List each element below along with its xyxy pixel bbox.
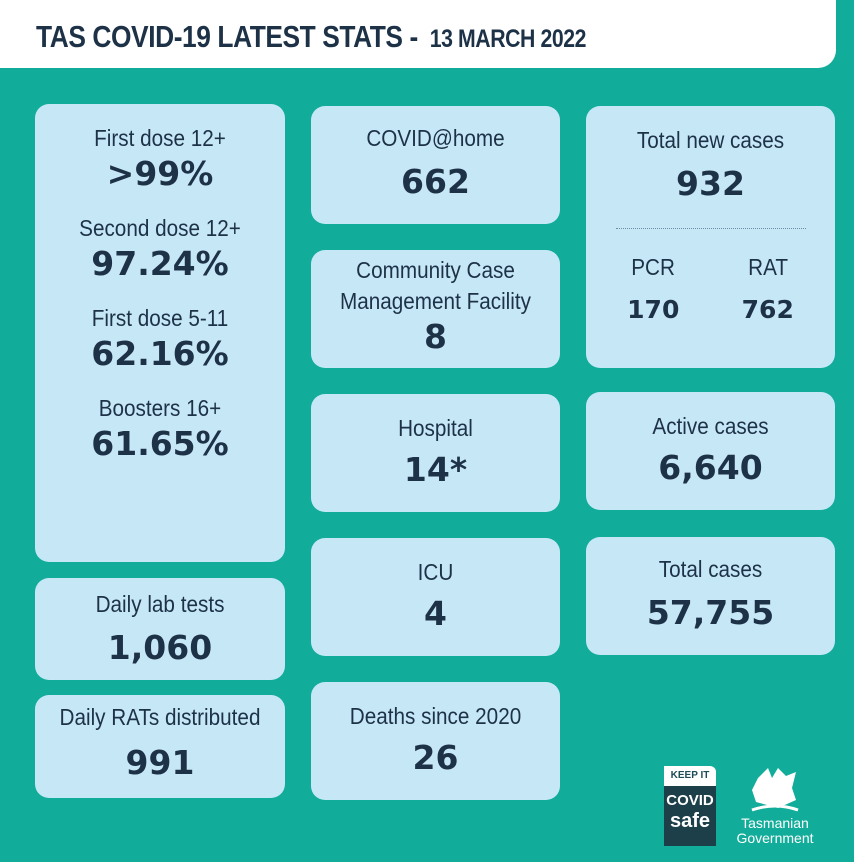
active-cases-card: Active cases 6,640 [586,392,835,510]
stat-value: 932 [676,164,745,203]
divider [615,228,806,229]
stat-value: >99% [106,154,214,193]
page-title: TAS COVID-19 LATEST STATS - 13 MARCH 2022 [36,19,586,55]
header: TAS COVID-19 LATEST STATS - 13 MARCH 2022 [0,0,836,68]
stat-value: 1,060 [107,628,213,667]
stat-label: Management Facility [340,288,531,314]
covid-home-card: COVID@home 662 [311,106,560,224]
stat-label: First dose 5-11 [91,305,229,331]
stat-label: Active cases [652,413,769,439]
rat-label: RAT [747,254,788,280]
stat-label: Second dose 12+ [79,215,241,241]
covid-safe-logo: KEEP IT COVID safe [664,766,716,846]
daily-lab-tests-card: Daily lab tests 1,060 [35,578,285,680]
stat-label: Daily lab tests [95,591,225,617]
vaccination-card: First dose 12+ >99% Second dose 12+ 97.2… [35,104,285,562]
deaths-card: Deaths since 2020 26 [311,682,560,800]
stat-value: 991 [125,743,195,782]
stat-label: Total cases [658,556,763,582]
stat-label: Community Case [356,257,515,283]
stat-value: 662 [401,162,470,201]
covid-text: COVID [666,792,714,809]
gov-text-1: Tasmanian [741,815,809,831]
date: 13 MARCH 2022 [429,25,587,53]
pcr-label: PCR [631,254,676,280]
tasmanian-government-logo: Tasmanian Government [730,766,820,846]
daily-rats-card: Daily RATs distributed 991 [35,695,285,798]
rat-value: 762 [741,295,794,324]
stat-value: 97.24% [91,244,229,283]
title-text: TAS COVID-19 LATEST STATS - [36,19,418,54]
stat-label: Hospital [398,415,473,441]
stat-value: 57,755 [646,593,775,632]
gov-text-2: Government [736,830,814,846]
pcr-value: 170 [627,295,680,324]
stat-label: Daily RATs distributed [59,704,261,730]
stat-value: 61.65% [91,424,229,463]
stat-label: First dose 12+ [94,125,226,151]
stat-label: COVID@home [366,125,505,151]
hospital-card: Hospital 14* [311,394,560,512]
stat-value: 8 [424,317,447,356]
total-cases-card: Total cases 57,755 [586,537,835,655]
stat-label: Boosters 16+ [98,395,222,421]
stat-value: 62.16% [91,334,229,373]
keep-it-text: KEEP IT [664,766,716,786]
new-cases-card: Total new cases 932 PCR 170 RAT 762 [586,106,835,368]
stat-label: Total new cases [636,127,785,153]
stat-label: Deaths since 2020 [349,703,522,729]
tasmanian-devil-icon [751,768,799,812]
icu-card: ICU 4 [311,538,560,656]
ccmf-card: Community Case Management Facility 8 [311,250,560,368]
safe-text: safe [669,810,711,832]
stat-value: 26 [412,738,459,777]
stat-value: 4 [424,594,447,633]
stat-value: 6,640 [658,448,763,487]
stat-label: ICU [417,559,454,585]
stat-value: 14* [403,450,468,489]
